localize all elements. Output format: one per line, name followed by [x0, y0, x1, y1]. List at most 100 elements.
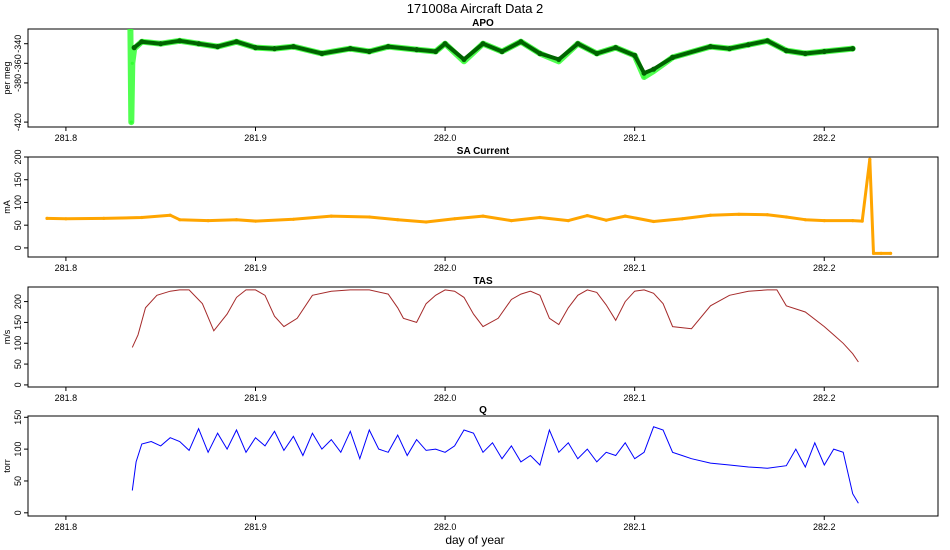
- panel-1: SA Current mA 281.8 281.9 282.0 282.1 282.2 0 50…: [2, 146, 939, 273]
- data-point: [556, 56, 562, 63]
- y-tick-label: -380: [13, 74, 23, 92]
- data-point: [670, 54, 676, 61]
- y-axis-label: m/s: [2, 329, 12, 344]
- x-tick-label: 282.2: [813, 393, 836, 403]
- data-point: [575, 41, 581, 47]
- x-tick-label: 282.2: [813, 133, 836, 143]
- data-point: [329, 214, 333, 218]
- data-point: [215, 44, 221, 50]
- x-tick-label: 281.9: [244, 133, 267, 143]
- data-point: [453, 217, 457, 221]
- y-tick-label: -360: [13, 54, 23, 72]
- data-point: [871, 251, 876, 255]
- data-point: [784, 215, 788, 219]
- y-tick-label: 150: [13, 315, 23, 330]
- y-tick-label: 200: [13, 149, 23, 164]
- x-tick-label: 282.0: [434, 522, 457, 532]
- data-point: [803, 218, 807, 222]
- data-point: [585, 214, 589, 218]
- x-tick-label: 282.2: [813, 522, 836, 532]
- series-trace: [45, 157, 893, 255]
- y-tick-label: 50: [13, 359, 23, 369]
- data-point: [424, 220, 428, 224]
- plot-area: [131, 289, 859, 363]
- data-point: [206, 219, 210, 223]
- x-tick-label: 282.0: [434, 133, 457, 143]
- x-tick-label: 282.0: [434, 263, 457, 273]
- data-point: [642, 75, 646, 79]
- y-tick-label: 100: [13, 442, 23, 457]
- y-tick-label: 200: [13, 294, 23, 309]
- x-tick-label: 282.1: [623, 393, 646, 403]
- data-point: [680, 217, 684, 221]
- x-tick-label: 281.9: [244, 522, 267, 532]
- data-point: [367, 215, 371, 219]
- data-point: [623, 214, 627, 218]
- data-point: [131, 45, 137, 51]
- data-point: [442, 41, 448, 47]
- data-point: [641, 70, 647, 76]
- y-tick-label: 150: [13, 172, 23, 187]
- data-point: [177, 38, 183, 44]
- y-axis-label: mA: [2, 200, 12, 214]
- plot-area: [127, 29, 856, 126]
- panel-title: APO: [472, 18, 494, 29]
- data-point: [726, 46, 733, 52]
- y-tick-label: 150: [13, 410, 23, 425]
- data-point: [396, 218, 400, 222]
- data-point: [651, 66, 657, 72]
- x-tick-label: 281.9: [244, 393, 267, 403]
- data-point: [196, 41, 202, 47]
- panel-title: SA Current: [457, 146, 510, 157]
- data-point: [850, 46, 856, 52]
- data-point: [499, 48, 505, 55]
- data-point: [594, 50, 600, 57]
- data-point: [168, 213, 172, 217]
- panel-frame: [27, 286, 939, 388]
- x-tick-label: 281.8: [55, 393, 78, 403]
- data-point: [707, 44, 714, 50]
- x-tick-label: 282.1: [623, 522, 646, 532]
- data-point: [822, 219, 826, 223]
- data-point: [158, 41, 164, 47]
- figure-xlabel: day of year: [445, 533, 504, 547]
- data-point: [414, 47, 420, 53]
- data-point: [128, 29, 132, 31]
- data-point: [481, 214, 485, 218]
- data-point: [737, 212, 741, 216]
- data-point: [764, 38, 771, 44]
- data-point: [604, 218, 608, 222]
- data-point: [783, 48, 789, 54]
- data-point: [518, 39, 524, 45]
- data-point: [319, 50, 325, 57]
- y-tick-label: 0: [13, 510, 23, 515]
- x-tick-label: 281.8: [55, 522, 78, 532]
- data-point: [509, 219, 513, 223]
- data-point: [821, 48, 827, 55]
- data-point: [879, 251, 883, 255]
- series-line: [131, 426, 859, 504]
- data-point: [613, 45, 619, 51]
- x-tick-label: 282.2: [813, 263, 836, 273]
- data-point: [461, 56, 467, 63]
- plot-area: [131, 426, 859, 504]
- data-point: [632, 52, 638, 59]
- data-point: [366, 48, 372, 55]
- data-point: [290, 44, 296, 50]
- data-point: [537, 50, 543, 57]
- data-point: [252, 45, 259, 51]
- panel-frame: [27, 156, 939, 258]
- figure-title: 171008a Aircraft Data 2: [407, 1, 544, 16]
- data-point: [480, 41, 486, 47]
- panel-frame: [27, 415, 939, 517]
- data-point: [234, 218, 239, 222]
- panel-title: TAS: [473, 276, 493, 287]
- data-point: [851, 219, 855, 223]
- data-point: [347, 46, 353, 52]
- data-point: [45, 216, 49, 220]
- x-tick-label: 282.1: [623, 263, 646, 273]
